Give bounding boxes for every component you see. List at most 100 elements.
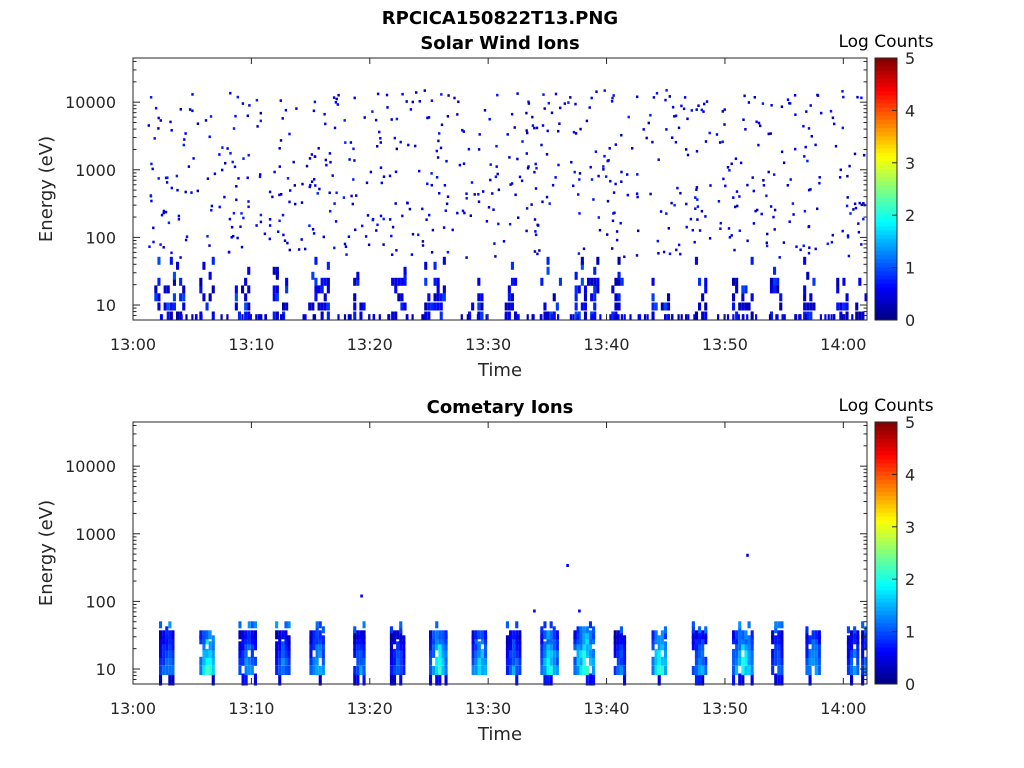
spectrogram-cell xyxy=(457,100,460,104)
spectrogram-cell xyxy=(288,200,291,204)
spectrogram-cell xyxy=(757,143,760,147)
spectrogram-cell xyxy=(611,247,614,250)
spectrogram-cell xyxy=(386,106,389,109)
spectrogram-cell xyxy=(573,630,577,640)
spectrogram-cell xyxy=(779,302,783,311)
spectrogram-cell xyxy=(204,119,208,122)
spectrogram-cell xyxy=(205,666,209,675)
spectrogram-cell xyxy=(510,293,514,302)
colorbar-tick-label: 1 xyxy=(905,259,915,278)
spectrogram-cell xyxy=(751,176,754,179)
spectrogram-cell xyxy=(861,635,865,645)
spectrogram-cell xyxy=(308,224,311,227)
spectrogram-cell xyxy=(414,144,417,148)
spectrogram-cell xyxy=(275,266,279,275)
colorbar-segment xyxy=(875,291,897,296)
spectrogram-cell xyxy=(510,261,514,270)
spectrogram-cell xyxy=(165,630,169,640)
spectrogram-cell xyxy=(805,666,809,675)
spectrogram-cell xyxy=(772,215,775,219)
spectrogram-cell xyxy=(374,118,378,122)
spectrogram-cell xyxy=(694,630,698,640)
spectrogram-cell xyxy=(805,630,809,640)
colorbar-segment xyxy=(875,266,897,272)
spectrogram-cell xyxy=(244,293,248,302)
spectrogram-cell xyxy=(754,209,757,213)
spectrogram-cell xyxy=(588,641,592,651)
spectrogram-cell xyxy=(362,630,366,640)
spectrogram-cell xyxy=(841,229,844,233)
spectrogram-cell xyxy=(602,165,605,168)
spectrogram-cell xyxy=(258,175,262,179)
spectrogram-cell xyxy=(734,157,738,160)
spectrogram-cell xyxy=(734,205,737,209)
spectrogram-cell xyxy=(780,621,784,629)
spectrogram-cell xyxy=(846,174,849,178)
spectrogram-cell xyxy=(807,225,811,228)
spectrogram-cell xyxy=(741,302,745,311)
spectrogram-cell xyxy=(199,666,203,675)
spectrogram-cell xyxy=(439,146,443,150)
spectrogram-cell xyxy=(791,202,795,205)
spectrogram-cell xyxy=(258,314,261,321)
spectrogram-cell xyxy=(480,666,484,675)
spectrogram-cell xyxy=(657,158,660,161)
spectrogram-cell xyxy=(842,277,846,286)
spectrogram-cell xyxy=(546,666,550,675)
spectrogram-cell xyxy=(812,277,816,286)
spectrogram-cell xyxy=(691,635,695,645)
spectrogram-cell xyxy=(164,210,168,214)
spectrogram-cell xyxy=(284,666,288,675)
spectrogram-cell xyxy=(309,641,313,651)
colorbar-segment xyxy=(875,671,897,677)
spectrogram-cell xyxy=(250,648,254,658)
spectrogram-cell xyxy=(250,666,254,675)
spectrogram-cell xyxy=(636,195,639,199)
spectrogram-cell xyxy=(191,314,194,321)
spectrogram-cell xyxy=(172,293,176,302)
y-tick-label: 10 xyxy=(96,660,116,679)
spectrogram-cell xyxy=(435,641,439,651)
spectrogram-cell xyxy=(442,293,446,302)
spectrogram-cell xyxy=(750,666,754,675)
spectrogram-cell xyxy=(248,104,251,107)
spectrogram-cell xyxy=(578,172,582,175)
colorbar-segment xyxy=(875,528,897,534)
colorbar-segment xyxy=(875,139,897,145)
spectrogram-cell xyxy=(808,635,812,645)
spectrogram-cell xyxy=(244,641,248,651)
spectrogram-cell xyxy=(574,293,578,302)
spectrogram-cell xyxy=(394,311,398,320)
spectrogram-cell xyxy=(721,140,724,144)
spectrogram-cell xyxy=(311,302,315,311)
spectrogram-cell xyxy=(480,648,484,658)
spectrogram-cell xyxy=(777,648,781,658)
spectrogram-cell xyxy=(533,170,536,174)
spectrogram-cell xyxy=(596,277,600,286)
spectrogram-cell xyxy=(732,673,736,686)
spectrogram-cell xyxy=(726,166,730,169)
spectrogram-cell xyxy=(244,635,248,645)
colorbar-segment xyxy=(875,213,897,219)
spectrogram-cell xyxy=(577,252,581,255)
spectrogram-cell xyxy=(599,314,602,321)
spectrogram-cell xyxy=(594,150,598,153)
spectrogram-cell xyxy=(685,225,688,229)
spectrogram-cell xyxy=(572,184,575,188)
spectrogram-cell xyxy=(175,174,179,178)
spectrogram-cell xyxy=(211,285,215,294)
spectrogram-cell xyxy=(323,293,327,302)
spectrogram-cell xyxy=(312,635,316,645)
spectrogram-cell xyxy=(441,641,445,651)
spectrogram-cell xyxy=(318,635,322,645)
colorbar-segment xyxy=(875,516,897,521)
spectrogram-cell xyxy=(774,673,778,686)
spectrogram-cell xyxy=(549,648,553,658)
spectrogram-cell xyxy=(629,314,632,321)
spectrogram-cell xyxy=(326,277,330,286)
spectrogram-cell xyxy=(514,277,518,286)
colorbar-segment xyxy=(875,180,897,186)
spectrogram-cell xyxy=(864,656,868,666)
spectrogram-cell xyxy=(165,626,169,634)
spectrogram-cell xyxy=(471,641,475,651)
